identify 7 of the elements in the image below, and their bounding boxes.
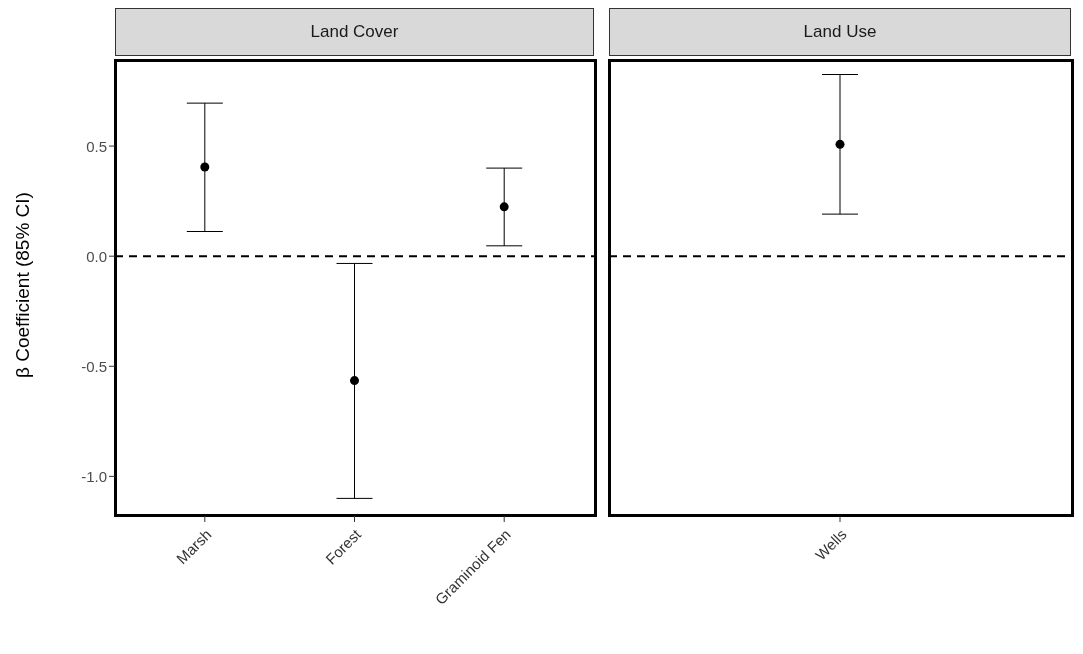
y-tick-label: 0.5 <box>86 137 107 155</box>
chart-title: Land Cover <box>115 8 594 56</box>
y-tick-label: 0.0 <box>86 247 107 265</box>
y-tick-label: -0.5 <box>81 357 107 375</box>
y-axis-title: β Coefficient (85% CI) <box>12 192 34 378</box>
chart-title: Land Use <box>609 8 1071 56</box>
y-tick-label: -1.0 <box>81 467 107 485</box>
